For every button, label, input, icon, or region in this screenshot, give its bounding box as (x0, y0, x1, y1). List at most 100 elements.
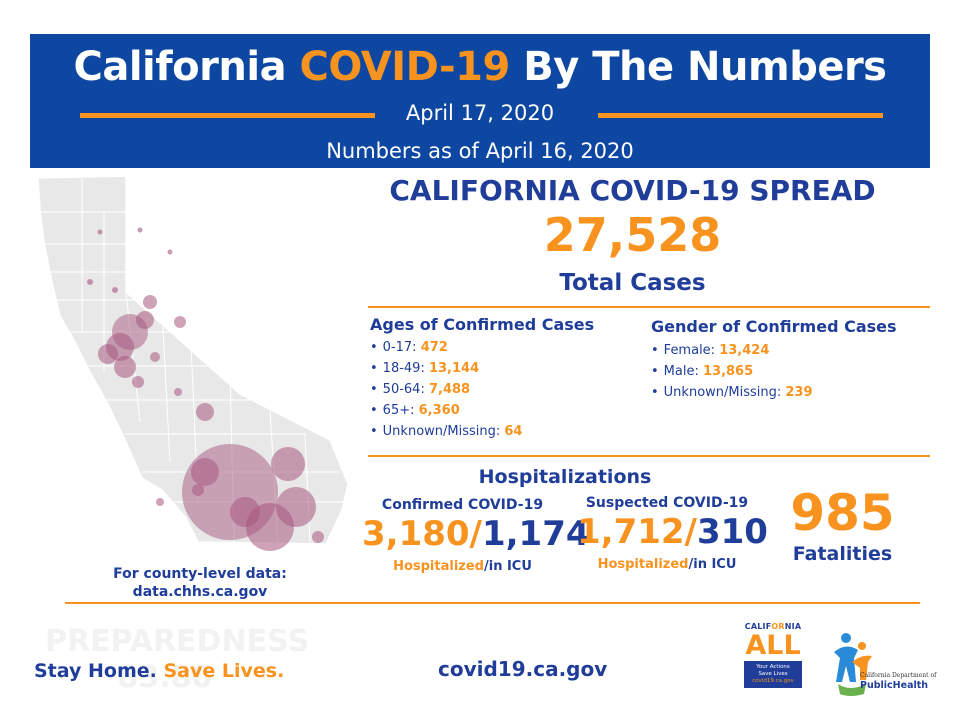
suspected-icu-value: 310 (696, 512, 768, 552)
report-date: April 17, 2020 (405, 101, 555, 125)
tagline-part: Stay Home. (34, 660, 164, 682)
confirmed-icu-value: 1,174 (481, 514, 590, 554)
case-bubble (98, 344, 118, 364)
hospitalized-label: Hospitalized (393, 559, 484, 574)
logo-text: covid19.ca.gov (752, 678, 794, 684)
stat-label: 18-49: (382, 361, 429, 376)
ratio-separator: / (469, 514, 482, 554)
case-bubble (137, 227, 143, 233)
stat-label: 0-17: (382, 340, 421, 355)
stat-value: 472 (420, 340, 448, 355)
gender-list: Female: 13,424 Male: 13,865 Unknown/Miss… (651, 340, 813, 403)
tagline-part: Save Lives. (163, 660, 285, 682)
spread-title: CALIFORNIA COVID-19 SPREAD (389, 174, 876, 207)
list-item: 0-17: 472 (370, 337, 522, 358)
logo-text: CALIF (744, 622, 772, 631)
case-bubble (312, 531, 324, 543)
logo-all-word: ALL (745, 630, 801, 661)
stat-value: 239 (785, 385, 813, 400)
case-bubble (114, 356, 136, 378)
stat-value: 64 (504, 424, 523, 439)
case-bubble (156, 498, 164, 506)
case-bubbles (87, 227, 324, 551)
header-divider-left (80, 113, 375, 118)
list-item: 65+: 6,360 (370, 400, 522, 421)
icu-label: /in ICU (483, 559, 532, 574)
stat-value: 6,360 (418, 403, 460, 418)
logo-california-word: CALIFORNIA (744, 622, 802, 631)
cdph-logo: California Department of PublicHealth (832, 628, 936, 700)
fatalities-value: 985 (790, 484, 895, 542)
list-item: Female: 13,424 (651, 340, 813, 361)
case-bubble (132, 376, 144, 388)
stat-label: 50-64: (382, 382, 429, 397)
county-data-note: For county-level data: data.chhs.ca.gov (100, 565, 300, 601)
ages-list: 0-17: 472 18-49: 13,144 50-64: 7,488 65+… (370, 337, 523, 442)
confirmed-label: Confirmed COVID-19 (381, 497, 544, 513)
stat-label: 65+: (382, 403, 419, 418)
logo-text: Your Actions (756, 664, 790, 670)
logo-box: Your Actions Save Lives covid19.ca.gov (744, 661, 802, 688)
case-bubble (174, 388, 182, 396)
total-cases-label: Total Cases (559, 270, 706, 296)
suspected-ratio: 1,712/310 (577, 512, 768, 552)
suspected-ratio-label: Hospitalized/in ICU (577, 557, 757, 572)
confirmed-ratio: 3,180/1,174 (362, 514, 590, 554)
county-note-label: For county-level data: (113, 566, 287, 582)
suspected-label: Suspected COVID-19 (585, 495, 749, 511)
stat-value: 13,144 (428, 361, 480, 376)
hospitalizations-title: Hospitalizations (478, 466, 652, 488)
section-divider (368, 306, 930, 308)
case-bubble (136, 311, 154, 329)
ratio-separator: / (684, 512, 697, 552)
title-part: California (73, 44, 300, 90)
stat-label: Unknown/Missing: (663, 385, 786, 400)
county-data-link[interactable]: data.chhs.ca.gov (132, 584, 268, 600)
suspected-hospitalized-value: 1,712 (577, 512, 685, 552)
website-link[interactable]: covid19.ca.gov (438, 657, 608, 681)
list-item: Unknown/Missing: 64 (370, 421, 523, 442)
logo-text: OR (771, 622, 785, 631)
logo-text: Save Lives (758, 671, 788, 677)
fatalities-label: Fatalities (792, 543, 893, 565)
case-bubble (87, 279, 93, 285)
hospitalized-label: Hospitalized (597, 557, 689, 572)
confirmed-hospitalized-value: 3,180 (362, 514, 470, 554)
case-bubble (112, 287, 118, 293)
cdph-logo-text: California Department of (860, 672, 937, 679)
list-item: Male: 13,865 (651, 361, 813, 382)
stat-value: 13,865 (702, 364, 754, 379)
case-bubble (192, 484, 204, 496)
confirmed-ratio-label: Hospitalized/in ICU (370, 559, 555, 574)
footer-divider (65, 602, 920, 604)
header-banner: California COVID-19 By The Numbers April… (30, 34, 930, 168)
faded-watermark-text: PREPAREDNESS 83.80 (45, 624, 309, 696)
case-bubble (143, 295, 157, 309)
gender-title: Gender of Confirmed Cases (651, 317, 897, 336)
title-highlight: COVID-19 (299, 44, 510, 90)
cdph-logo-text: PublicHealth (860, 680, 929, 691)
title-part: By The Numbers (509, 44, 887, 90)
list-item: 50-64: 7,488 (370, 379, 522, 400)
case-bubble (230, 497, 260, 527)
case-bubble (191, 458, 219, 486)
stat-value: 13,424 (719, 343, 770, 358)
stat-label: Male: (663, 364, 703, 379)
stat-value: 7,488 (428, 382, 471, 397)
stat-label: Unknown/Missing: (382, 424, 505, 439)
total-cases-value: 27,528 (543, 208, 722, 262)
case-bubble (97, 229, 103, 235)
list-item: Unknown/Missing: 239 (651, 382, 813, 403)
california-county-map (37, 175, 349, 551)
icu-label: /in ICU (688, 557, 737, 572)
case-bubble (174, 316, 186, 328)
case-bubble (167, 249, 173, 255)
tagline: Stay Home. Save Lives. (34, 660, 284, 682)
logo-text: NIA (784, 622, 802, 631)
page-title: California COVID-19 By The Numbers (30, 44, 930, 90)
cdph-figures-icon (834, 633, 872, 696)
data-as-of: Numbers as of April 16, 2020 (326, 139, 634, 163)
watermark-line: 83.80 (117, 660, 213, 695)
case-bubble (196, 403, 214, 421)
section-divider (368, 455, 930, 457)
